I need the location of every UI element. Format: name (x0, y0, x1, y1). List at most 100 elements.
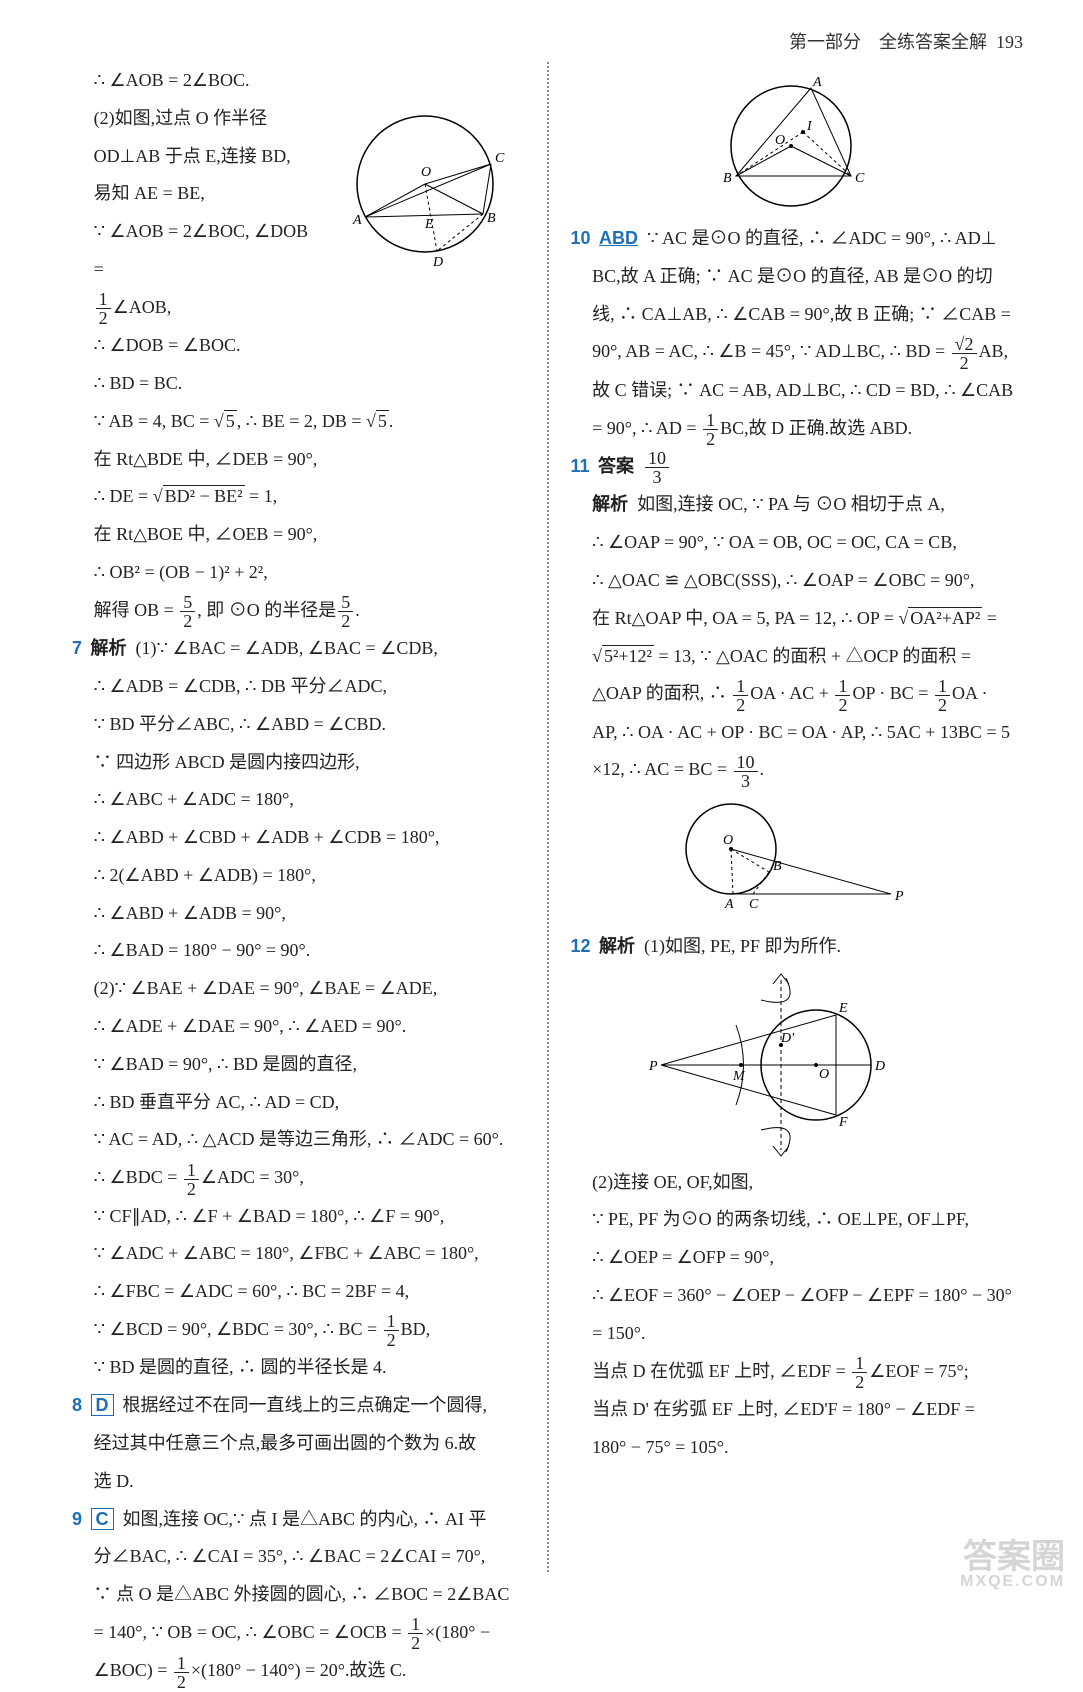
svg-text:O: O (723, 833, 733, 848)
text-line: ∴ 2(∠ABD + ∠ADB) = 180°, (72, 857, 525, 895)
text-line: ∴ ∠EOF = 360° − ∠OEP − ∠OFP − ∠EPF = 180… (571, 1277, 1024, 1315)
svg-text:D: D (432, 255, 443, 270)
svg-text:A: A (812, 75, 822, 90)
figure-triangle-circle: A B C O I (691, 66, 891, 216)
q9-head: 9 C 如图,连接 OC,∵ 点 I 是△ABC 的内心, ∴ AI 平 (72, 1501, 525, 1539)
svg-text:O: O (819, 1067, 829, 1082)
text-line: = 140°, ∵ OB = OC, ∴ ∠OBC = ∠OCB = 12×(1… (72, 1614, 525, 1652)
text-line: = 150°. (571, 1315, 1024, 1353)
svg-text:O: O (775, 133, 785, 148)
columns: ∴ ∠AOB = 2∠BOC. O A B C D E (2)如图,过点 O 作… (72, 62, 1023, 1572)
left-column: ∴ ∠AOB = 2∠BOC. O A B C D E (2)如图,过点 O 作… (72, 62, 525, 1572)
q11-head: 11 答案 103 (571, 448, 1024, 486)
text-line: ∴ △OAC ≌ △OBC(SSS), ∴ ∠OAP = ∠OBC = 90°, (571, 562, 1024, 600)
text-line: ∴ ∠ABC + ∠ADC = 180°, (72, 781, 525, 819)
svg-text:C: C (855, 171, 865, 186)
question-number: 7 (72, 638, 82, 658)
text-line: ∵ AB = 4, BC = 5, ∴ BE = 2, DB = 5. (72, 403, 525, 441)
text-line: ∴ ∠AOB = 2∠BOC. (72, 62, 525, 100)
text-line: ∴ ∠ABD + ∠CBD + ∠ADB + ∠CDB = 180°, (72, 819, 525, 857)
text-line: 在 Rt△BDE 中, ∠DEB = 90°, (72, 441, 525, 479)
question-number: 9 (72, 1509, 82, 1529)
figure-tangent: O A B C P (661, 794, 911, 924)
svg-text:B: B (773, 859, 782, 874)
text-line: ∴ ∠OEP = ∠OFP = 90°, (571, 1239, 1024, 1277)
text-line: 选 D. (72, 1463, 525, 1501)
question-number: 12 (571, 936, 591, 956)
answer-box: D (91, 1394, 114, 1416)
svg-text:P: P (894, 889, 904, 904)
text-line: 5²+12² = 13, ∵ △OAC 的面积 + △OCP 的面积 = (571, 638, 1024, 676)
svg-text:B: B (723, 171, 732, 186)
text-line: ∵ BD 平分∠ABC, ∴ ∠ABD = ∠CBD. (72, 706, 525, 744)
text-line: 故 C 错误; ∵ AC = AB, AD⊥BC, ∴ CD = BD, ∴ ∠… (571, 372, 1024, 410)
svg-text:M: M (732, 1069, 746, 1084)
svg-text:F: F (838, 1115, 848, 1130)
text-line: ∴ OB² = (OB − 1)² + 2², (72, 554, 525, 592)
text-line: ∠BOC) = 12×(180° − 140°) = 20°.故选 C. (72, 1652, 525, 1690)
text-line: ∵ CF∥AD, ∴ ∠F + ∠BAD = 180°, ∴ ∠F = 90°, (72, 1198, 525, 1236)
page: 第一部分 全练答案全解 193 ∴ ∠AOB = 2∠BOC. O A B C (0, 0, 1083, 1600)
svg-text:D: D (874, 1059, 885, 1074)
figure-construction: P E F O D D' M (641, 970, 921, 1160)
text-line: ∴ BD 垂直平分 AC, ∴ AD = CD, (72, 1084, 525, 1122)
text-line: 在 Rt△BOE 中, ∠OEB = 90°, (72, 516, 525, 554)
text-line: ∵ BD 是圆的直径, ∴ 圆的半径长是 4. (72, 1349, 525, 1387)
text-line: ∴ ∠ADB = ∠CDB, ∴ DB 平分∠ADC, (72, 668, 525, 706)
text-line: = 90°, ∴ AD = 12BC,故 D 正确.故选 ABD. (571, 410, 1024, 448)
text-line: ∴ BD = BC. (72, 365, 525, 403)
text-line: ∴ ∠OAP = 90°, ∵ OA = OB, OC = OC, CA = C… (571, 524, 1024, 562)
question-number: 10 (571, 228, 591, 248)
text-line: ×12, ∴ AC = BC = 103. (571, 751, 1024, 789)
right-column: A B C O I 10 ABD ∵ AC 是⊙O 的直径, ∴ ∠ADC = … (571, 62, 1024, 1572)
svg-text:P: P (648, 1059, 658, 1074)
svg-text:A: A (724, 897, 734, 912)
text-line: ∵ 点 O 是△ABC 外接圆的圆心, ∴ ∠BOC = 2∠BAC (72, 1576, 525, 1614)
answer-label: 答案 (598, 456, 634, 476)
analysis-label: 解析 (91, 638, 127, 658)
svg-text:C: C (749, 897, 759, 912)
text-line: 当点 D 在优弧 EF 上时, ∠EDF = 12∠EOF = 75°; (571, 1353, 1024, 1391)
text-line: (2)∵ ∠BAE + ∠DAE = 90°, ∠BAE = ∠ADE, (72, 970, 525, 1008)
question-number: 8 (72, 1395, 82, 1415)
figure-circle-1: O A B C D E (325, 104, 525, 274)
text-line: ∴ ∠BAD = 180° − 90° = 90°. (72, 932, 525, 970)
svg-text:E: E (838, 1001, 848, 1016)
text-line: 90°, AB = AC, ∴ ∠B = 45°, ∵ AD⊥BC, ∴ BD … (571, 333, 1024, 371)
q12-head: 12 解析 (1)如图, PE, PF 即为所作. (571, 928, 1024, 966)
svg-text:I: I (806, 119, 813, 134)
q8-head: 8 D 根据经过不在同一直线上的三点确定一个圆得, (72, 1387, 525, 1425)
text-line: ∵ PE, PF 为⊙O 的两条切线, ∴ OE⊥PE, OF⊥PF, (571, 1201, 1024, 1239)
analysis-label: 解析 (599, 936, 635, 956)
text-line: ∴ ∠FBC = ∠ADC = 60°, ∴ BC = 2BF = 4, (72, 1273, 525, 1311)
text-line: ∴ ∠ABD + ∠ADB = 90°, (72, 895, 525, 933)
text-line: 经过其中任意三个点,最多可画出圆的个数为 6.故 (72, 1425, 525, 1463)
text-line: ∵ ∠BAD = 90°, ∴ BD 是圆的直径, (72, 1046, 525, 1084)
analysis-label: 解析 (592, 494, 628, 514)
svg-text:B: B (487, 211, 496, 226)
text-line: △OAP 的面积, ∴ 12OA · AC + 12OP · BC = 12OA… (571, 675, 1024, 713)
svg-text:D': D' (780, 1031, 795, 1046)
text-line: ∵ AC = AD, ∴ △ACD 是等边三角形, ∴ ∠ADC = 60°. (72, 1121, 525, 1159)
text-line: ∵ ∠BCD = 90°, ∠BDC = 30°, ∴ BC = 12BD, (72, 1311, 525, 1349)
page-number: 193 (996, 32, 1023, 52)
text-line: ∴ DE = BD² − BE² = 1, (72, 478, 525, 516)
q10-head: 10 ABD ∵ AC 是⊙O 的直径, ∴ ∠ADC = 90°, ∴ AD⊥ (571, 220, 1024, 258)
text-line: AP, ∴ OA · AC + OP · BC = OA · AP, ∴ 5AC… (571, 714, 1024, 752)
text-line: 线, ∴ CA⊥AB, ∴ ∠CAB = 90°,故 B 正确; ∵ ∠CAB … (571, 296, 1024, 334)
answer-underline: ABD (599, 228, 638, 248)
text-line: ∴ ∠BDC = 12∠ADC = 30°, (72, 1159, 525, 1197)
text-line: (2)连接 OE, OF,如图, (571, 1164, 1024, 1202)
text-line: ∴ ∠ADE + ∠DAE = 90°, ∴ ∠AED = 90°. (72, 1008, 525, 1046)
question-number: 11 (571, 456, 590, 476)
section-title: 第一部分 全练答案全解 (789, 32, 987, 52)
svg-text:A: A (352, 213, 362, 228)
column-divider (547, 62, 549, 1572)
text-line: ∵ 四边形 ABCD 是圆内接四边形, (72, 744, 525, 782)
text-line: 180° − 75° = 105°. (571, 1429, 1024, 1467)
svg-text:C: C (495, 151, 505, 166)
text-line: 当点 D' 在劣弧 EF 上时, ∠ED'F = 180° − ∠EDF = (571, 1391, 1024, 1429)
text-line: ∴ ∠DOB = ∠BOC. (72, 327, 525, 365)
q7-head: 7 解析 (1)∵ ∠BAC = ∠ADB, ∠BAC = ∠CDB, (72, 630, 525, 668)
text-line: 在 Rt△OAP 中, OA = 5, PA = 12, ∴ OP = OA²+… (571, 600, 1024, 638)
